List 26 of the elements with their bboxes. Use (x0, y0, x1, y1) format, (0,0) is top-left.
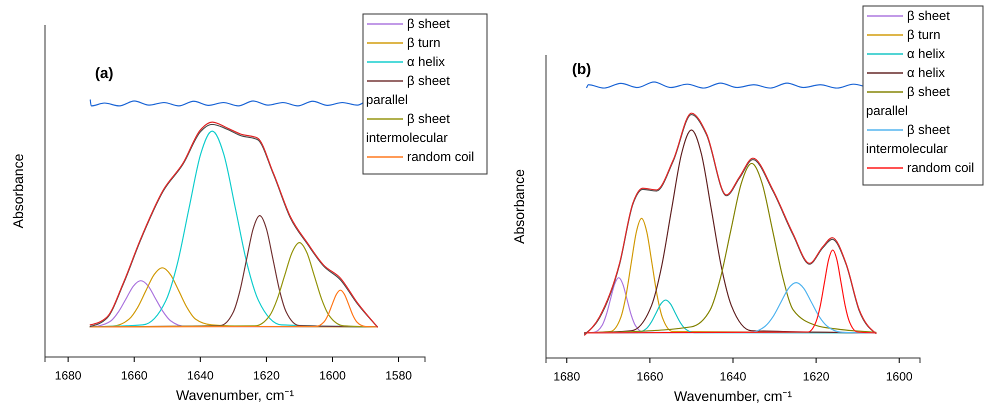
x-axis-title: Wavenumber, cm⁻¹ (674, 388, 792, 404)
x-tick-label: 1660 (636, 369, 664, 384)
x-tick-label: 1600 (319, 368, 346, 382)
x-tick-label: 1680 (553, 369, 580, 384)
legend-label: β turn (407, 35, 440, 50)
legend-label: random coil (907, 160, 974, 175)
legend-label: β sheet (407, 16, 450, 31)
legend-label: β sheet (907, 8, 950, 23)
x-tick-label: 1600 (886, 369, 913, 384)
x-tick-label: 1620 (253, 368, 280, 382)
y-axis-title: Absorbance (511, 168, 527, 244)
legend-label: β turn (907, 27, 940, 42)
legend-label: α helix (407, 54, 446, 69)
legend-label: α helix (907, 46, 946, 61)
x-axis-title: Wavenumber, cm⁻¹ (176, 387, 294, 403)
x-tick-label: 1680 (54, 368, 82, 382)
x-tick-label: 1640 (186, 368, 214, 382)
x-tick-label: 1640 (720, 369, 747, 384)
text: (a) (95, 65, 114, 82)
y-axis-title: Absorbance (10, 153, 26, 228)
legend-label: α helix (907, 65, 946, 80)
x-tick-label: 1580 (385, 368, 412, 382)
legend-label: random coil (407, 149, 474, 164)
x-tick-label: 1620 (802, 369, 830, 384)
x-tick-label: 1660 (120, 368, 148, 382)
text: (b) (572, 61, 592, 78)
